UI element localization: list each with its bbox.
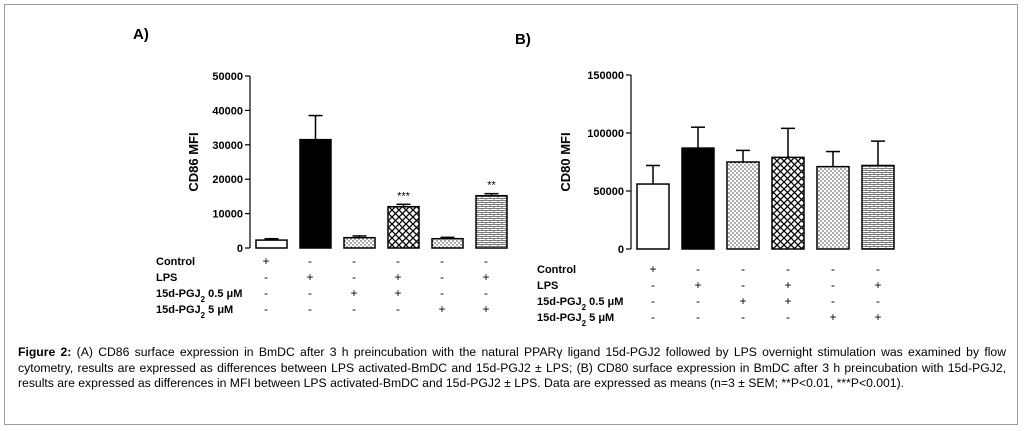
figure-caption: Figure 2: (A) CD86 surface expression in… [18, 345, 1006, 392]
condition-sign-b-2-3: + [784, 294, 791, 308]
panel-a-chart: A)CD86 MFI01000020000300004000050000****… [133, 26, 508, 320]
y-tick-label-a-4: 40000 [212, 105, 243, 117]
y-tick-label-b-2: 100000 [587, 128, 624, 140]
condition-sign-b-3-1: - [696, 310, 700, 324]
condition-label-b-0: Control [537, 264, 576, 276]
panel-b-chart: B) CD80 MFI 0 50000 100000 150000 Control + - - - -… [515, 31, 895, 328]
bar-b-4 [816, 165, 850, 250]
condition-sign-b-1-2: - [741, 278, 745, 292]
condition-sign-b-0-0: + [649, 262, 656, 276]
figure-frame [4, 4, 1018, 425]
condition-sign-a-1-4: - [440, 270, 444, 284]
bar-a-5 [475, 194, 508, 249]
significance-label-a-3: *** [397, 190, 411, 202]
y-tick-label-b-0: 0 [618, 244, 624, 256]
condition-sign-a-0-0: + [262, 254, 269, 268]
bar-a-4 [431, 237, 464, 249]
bar-b-2 [726, 161, 760, 250]
y-axis-title-b: CD80 MFI [558, 132, 573, 191]
condition-label-b-2: 15d-PGJ2 0.5 μM [537, 296, 623, 312]
condition-sign-a-1-3: + [394, 270, 401, 284]
condition-sign-b-3-0: - [651, 310, 655, 324]
condition-sign-a-0-4: - [440, 254, 444, 268]
condition-sign-a-2-2: + [350, 286, 357, 300]
significance-label-a-5: ** [487, 180, 496, 192]
condition-sign-a-3-3: - [396, 302, 400, 316]
bar-b-5 [861, 164, 895, 250]
condition-sign-a-3-5: + [482, 302, 489, 316]
condition-label-b-3: 15d-PGJ2 5 μM [537, 312, 614, 328]
bar-b-3 [771, 156, 805, 250]
condition-sign-b-2-4: - [831, 294, 835, 308]
condition-sign-b-2-2: + [739, 294, 746, 308]
condition-sign-b-1-1: + [694, 278, 701, 292]
bar-a-2 [343, 236, 376, 249]
y-tick-label-a-1: 10000 [212, 209, 243, 221]
condition-sign-b-0-5: - [876, 262, 880, 276]
condition-sign-a-0-3: - [396, 254, 400, 268]
y-tick-label-a-2: 20000 [212, 174, 243, 186]
condition-sign-a-2-3: + [394, 286, 401, 300]
condition-sign-b-0-2: - [741, 262, 745, 276]
condition-sign-b-3-4: + [829, 310, 836, 324]
caption-label: Figure 2: [18, 345, 72, 359]
caption-text: (A) CD86 surface expression in BmDC afte… [18, 345, 1007, 390]
y-tick-label-b-1: 50000 [593, 186, 624, 198]
condition-sign-a-0-1: - [308, 254, 312, 268]
condition-label-b-1: LPS [537, 280, 558, 292]
condition-sign-a-0-2: - [352, 254, 356, 268]
bar-a-3 [387, 205, 420, 249]
condition-label-a-3: 15d-PGJ2 5 μM [156, 304, 233, 320]
condition-sign-a-2-1: - [308, 286, 312, 300]
condition-label-a-1: LPS [156, 272, 177, 284]
condition-sign-b-2-1: - [696, 294, 700, 308]
condition-sign-a-2-4: - [440, 286, 444, 300]
condition-sign-a-1-5: + [482, 270, 489, 284]
condition-label-a-2: 15d-PGJ2 0.5 μM [156, 288, 242, 304]
y-tick-label-a-5: 50000 [212, 71, 243, 83]
condition-sign-b-2-5: - [876, 294, 880, 308]
condition-sign-b-3-3: - [786, 310, 790, 324]
condition-sign-b-2-0: - [651, 294, 655, 308]
bar-b-1 [681, 147, 715, 250]
condition-sign-a-1-2: - [352, 270, 356, 284]
condition-sign-b-0-1: - [696, 262, 700, 276]
condition-sign-b-3-2: - [741, 310, 745, 324]
condition-sign-b-3-5: + [874, 310, 881, 324]
condition-sign-a-3-2: - [352, 302, 356, 316]
condition-sign-b-1-0: - [651, 278, 655, 292]
y-axis-title-a: CD86 MFI [186, 132, 201, 191]
condition-sign-a-3-1: - [308, 302, 312, 316]
y-tick-label-a-0: 0 [237, 243, 243, 255]
condition-sign-a-3-0: - [264, 302, 268, 316]
bar-a-1 [299, 138, 332, 249]
condition-sign-b-1-5: + [874, 278, 881, 292]
condition-label-a-0: Control [156, 256, 195, 268]
bar-a-0 [255, 239, 288, 249]
condition-sign-a-3-4: + [438, 302, 445, 316]
y-tick-label-a-3: 30000 [212, 140, 243, 152]
condition-sign-b-1-3: + [784, 278, 791, 292]
condition-sign-a-0-5: - [484, 254, 488, 268]
panel-label-b: B) [515, 31, 531, 48]
condition-sign-b-0-4: - [831, 262, 835, 276]
panel-label-a: A) [133, 26, 149, 43]
bar-b-0 [636, 183, 670, 250]
condition-sign-a-1-0: - [264, 270, 268, 284]
condition-sign-a-2-0: - [264, 286, 268, 300]
condition-sign-b-1-4: - [831, 278, 835, 292]
condition-sign-b-0-3: - [786, 262, 790, 276]
y-tick-label-b-3: 150000 [587, 70, 624, 82]
condition-sign-a-2-5: - [484, 286, 488, 300]
condition-sign-a-1-1: + [306, 270, 313, 284]
